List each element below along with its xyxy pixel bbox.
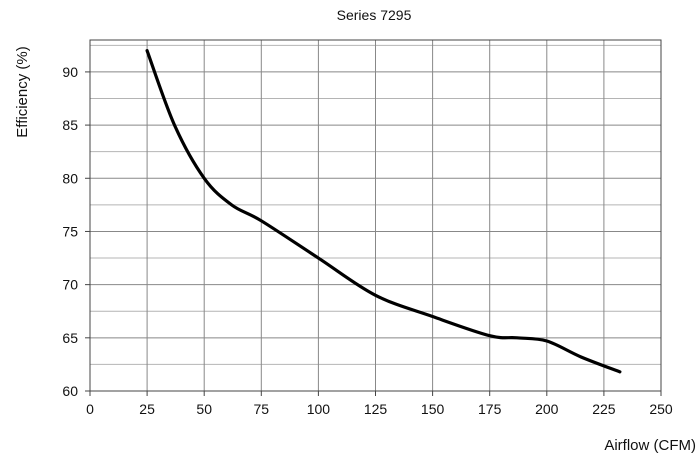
x-tick-label: 100 bbox=[307, 401, 331, 417]
x-tick-label: 50 bbox=[196, 401, 212, 417]
grid bbox=[89, 40, 662, 392]
y-tick-label: 65 bbox=[62, 330, 78, 346]
y-tick-label: 75 bbox=[62, 223, 78, 239]
x-axis: 0 25 50 75 100 125 150 175 200 225 250 bbox=[86, 391, 673, 417]
x-tick-label: 0 bbox=[86, 401, 94, 417]
x-tick-label: 150 bbox=[421, 401, 445, 417]
y-axis: 60 65 70 75 80 85 90 bbox=[62, 64, 90, 399]
x-tick-label: 250 bbox=[649, 401, 673, 417]
y-tick-label: 70 bbox=[62, 277, 78, 293]
series-group bbox=[145, 49, 622, 374]
x-tick-label: 75 bbox=[254, 401, 270, 417]
x-tick-label: 200 bbox=[535, 401, 559, 417]
y-tick-label: 90 bbox=[62, 64, 78, 80]
efficiency-curve bbox=[145, 49, 622, 374]
x-tick-label: 125 bbox=[364, 401, 388, 417]
x-axis-title: Airflow (CFM) bbox=[604, 437, 696, 454]
x-tick-label: 225 bbox=[592, 401, 616, 417]
x-tick-label: 175 bbox=[478, 401, 502, 417]
y-tick-label: 85 bbox=[62, 117, 78, 133]
y-tick-label: 60 bbox=[62, 383, 78, 399]
chart-title: Series 7295 bbox=[337, 7, 412, 23]
y-axis-title: Efficiency (%) bbox=[14, 46, 31, 137]
y-tick-label: 80 bbox=[62, 170, 78, 186]
x-tick-label: 25 bbox=[139, 401, 155, 417]
